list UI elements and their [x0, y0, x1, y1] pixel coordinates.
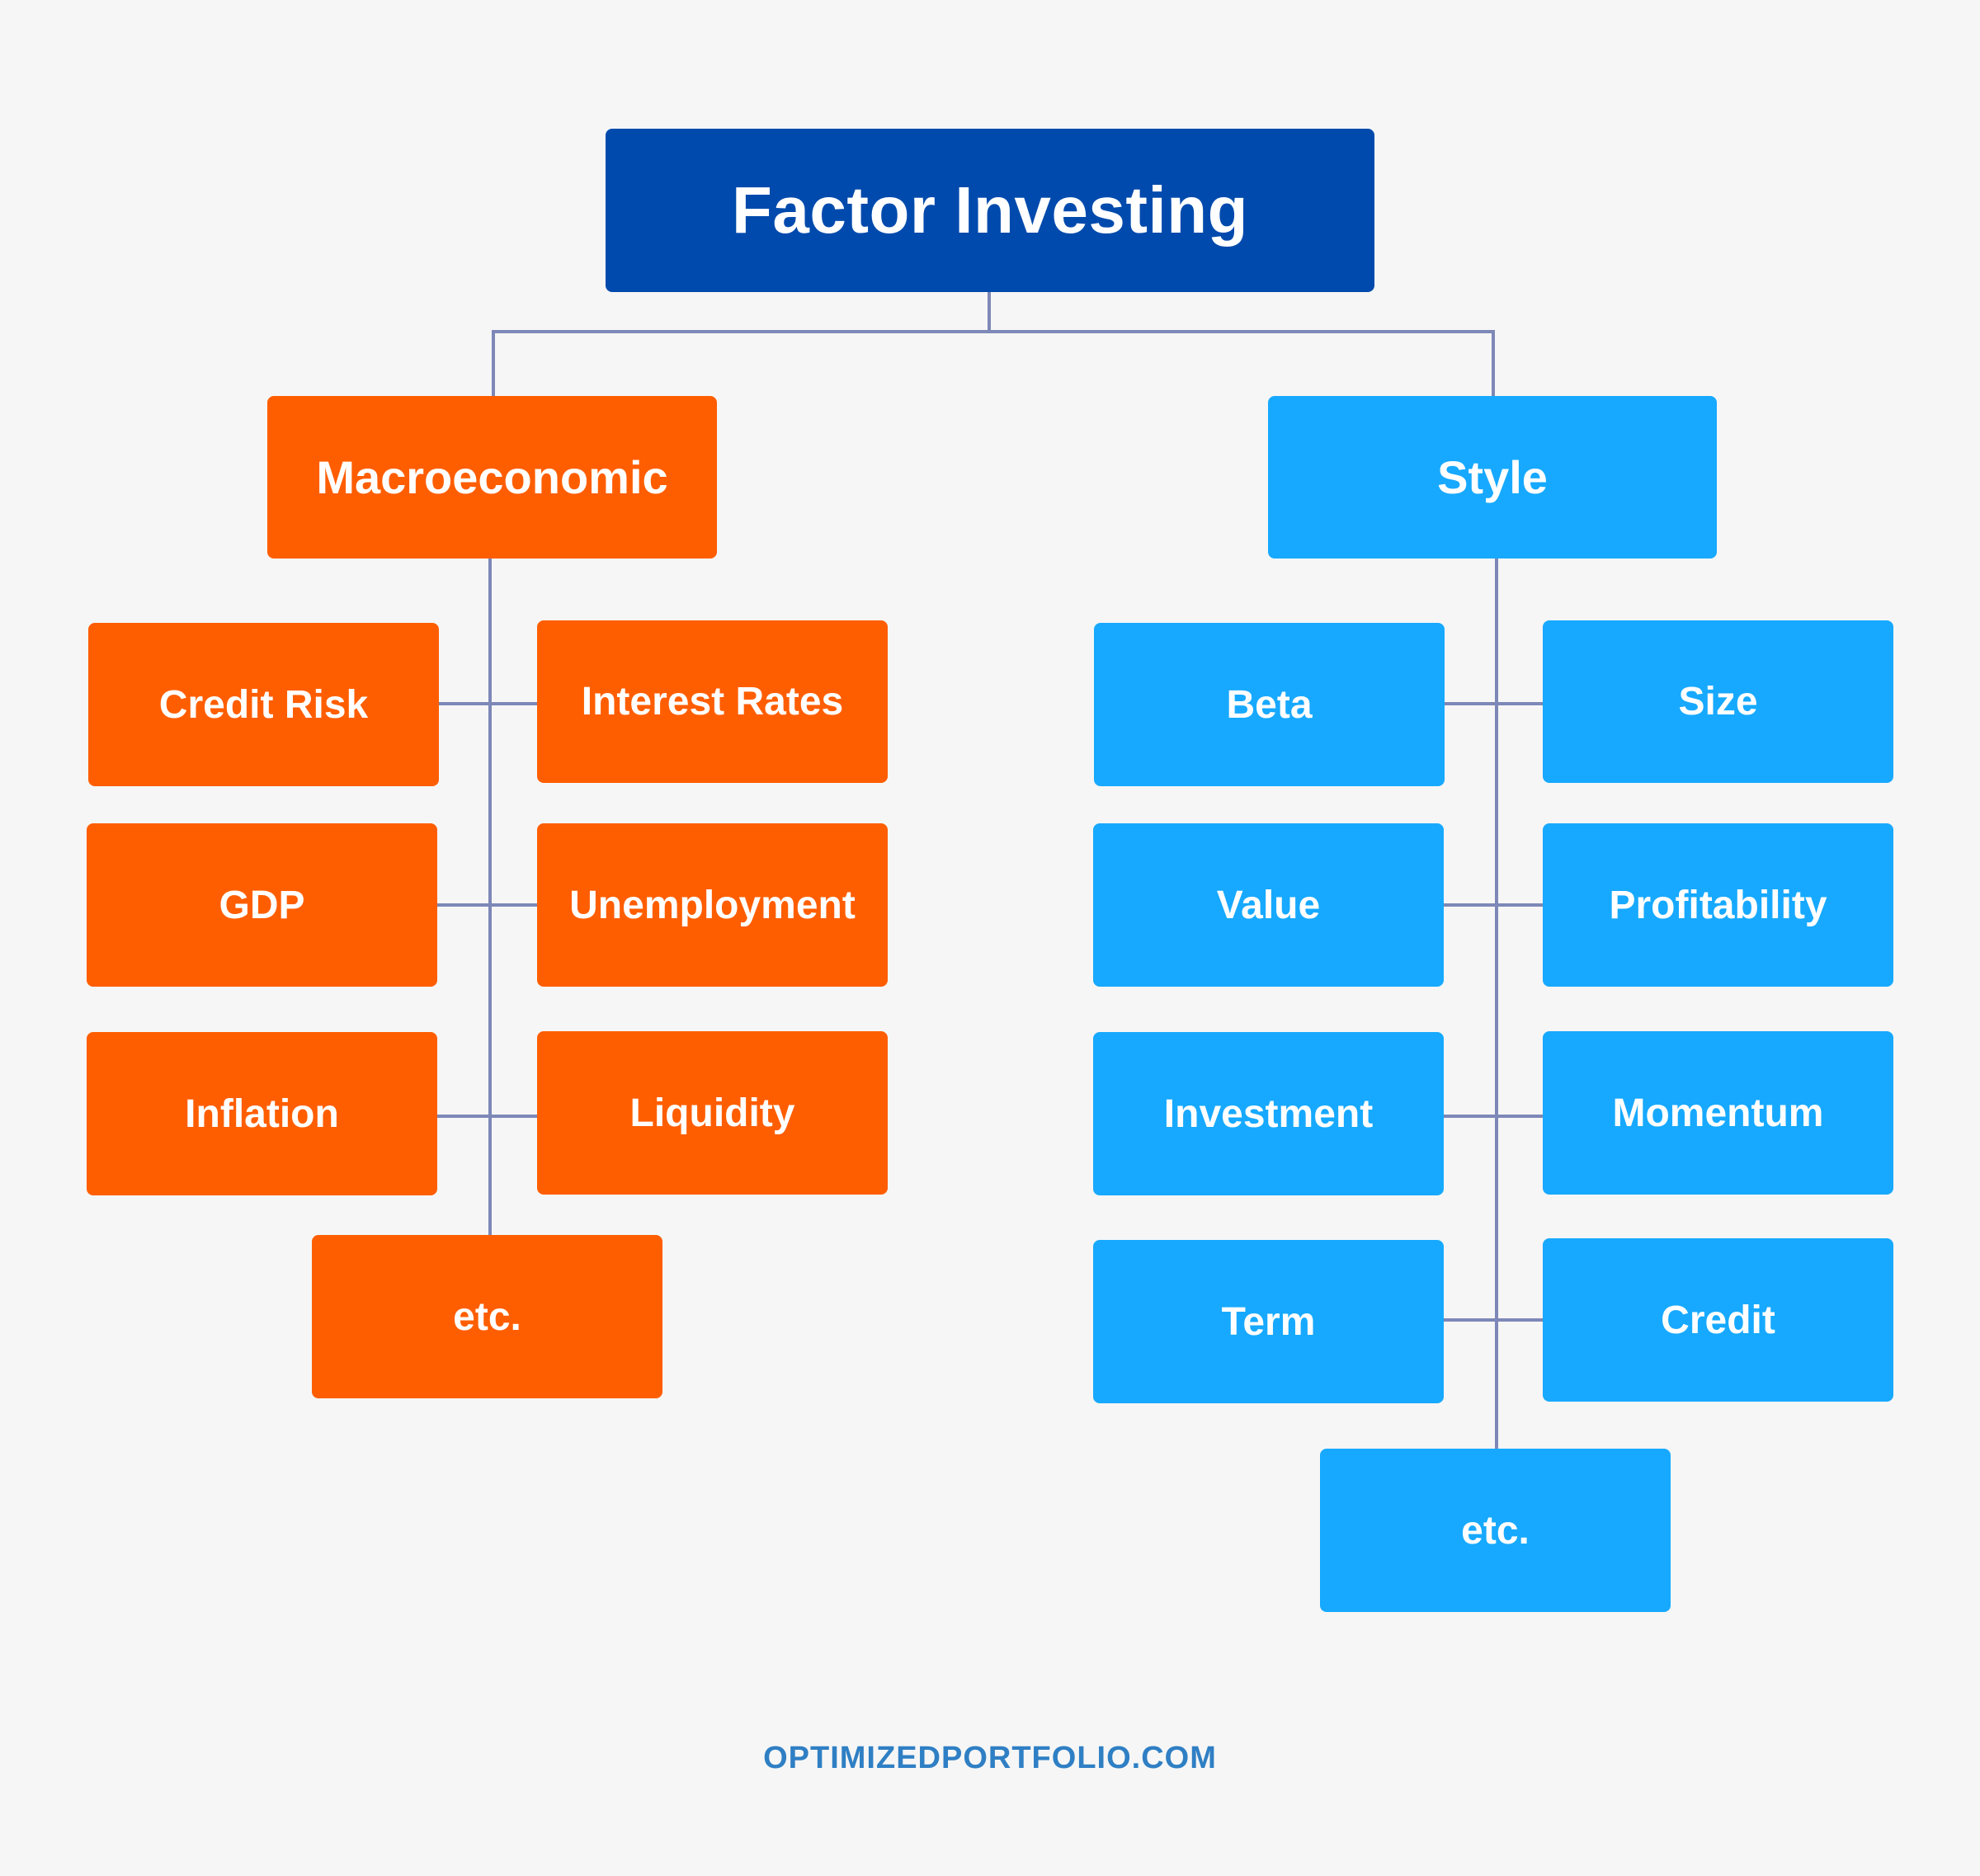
- macro-node-label: Inflation: [185, 1091, 339, 1136]
- style-node-label: Credit: [1661, 1298, 1775, 1342]
- category-macroeconomic: Macroeconomic: [267, 396, 717, 559]
- macro-node-liquidity: Liquidity: [537, 1031, 888, 1195]
- style-node-momentum: Momentum: [1543, 1031, 1893, 1195]
- macro-node-label: Interest Rates: [581, 680, 844, 724]
- style-node-label: etc.: [1461, 1508, 1530, 1553]
- style-node-label: Investment: [1163, 1091, 1374, 1136]
- root-node-factor-investing: Factor Investing: [606, 129, 1374, 292]
- style-node-value: Value: [1093, 823, 1444, 987]
- style-node-term: Term: [1093, 1240, 1444, 1403]
- footer-source-text: OPTIMIZEDPORTFOLIO.COM: [763, 1741, 1217, 1775]
- macro-node-label: GDP: [219, 883, 305, 927]
- macro-node-etc: etc.: [312, 1235, 662, 1398]
- style-node-label: Momentum: [1612, 1091, 1824, 1135]
- style-node-etc: etc.: [1320, 1449, 1671, 1612]
- style-node-beta: Beta: [1094, 623, 1445, 786]
- category-macroeconomic-label: Macroeconomic: [316, 451, 668, 503]
- macro-node-interest-rates: Interest Rates: [537, 620, 888, 783]
- category-style: Style: [1268, 396, 1717, 559]
- macro-node-unemployment: Unemployment: [537, 823, 888, 987]
- style-node-label: Beta: [1226, 682, 1313, 727]
- macro-node-gdp: GDP: [87, 823, 437, 987]
- style-node-label: Term: [1221, 1299, 1316, 1344]
- root-label: Factor Investing: [732, 173, 1248, 247]
- style-node-label: Size: [1678, 680, 1758, 724]
- macro-node-label: Credit Risk: [158, 682, 369, 727]
- macro-node-label: etc.: [453, 1294, 521, 1339]
- macro-node-inflation: Inflation: [87, 1032, 437, 1195]
- macro-node-label: Liquidity: [629, 1091, 795, 1135]
- style-node-label: Profitability: [1609, 883, 1827, 927]
- style-node-label: Value: [1216, 883, 1321, 927]
- style-node-profitability: Profitability: [1543, 823, 1893, 987]
- macro-node-credit-risk: Credit Risk: [88, 623, 439, 786]
- style-node-credit: Credit: [1543, 1238, 1893, 1402]
- category-style-label: Style: [1437, 451, 1548, 503]
- style-node-investment: Investment: [1093, 1032, 1444, 1195]
- style-node-size: Size: [1543, 620, 1893, 783]
- macro-node-label: Unemployment: [569, 883, 856, 927]
